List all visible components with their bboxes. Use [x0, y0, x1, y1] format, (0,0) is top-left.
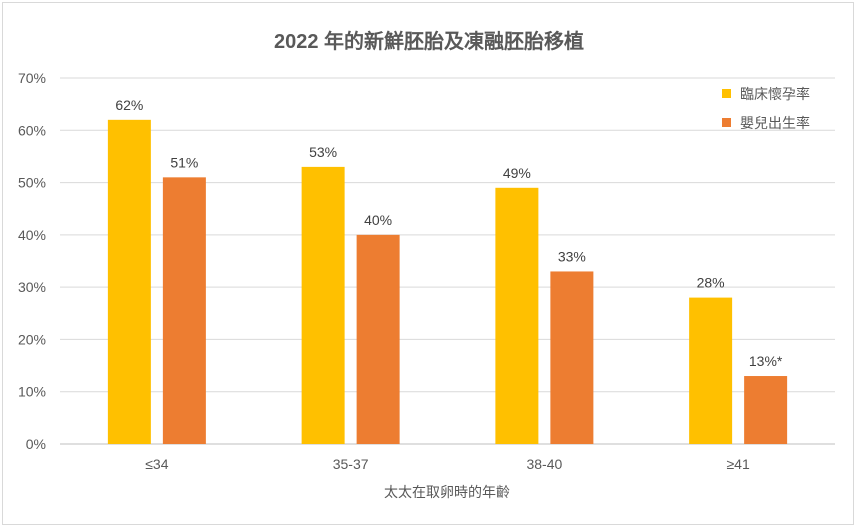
y-tick-label: 70% — [18, 70, 46, 86]
y-tick-label: 20% — [18, 331, 46, 347]
y-tick-label: 50% — [18, 175, 46, 191]
legend-swatch — [722, 118, 731, 127]
bar — [744, 376, 788, 444]
bar — [689, 297, 733, 444]
data-label: 13%* — [749, 353, 783, 369]
bar — [162, 177, 206, 445]
y-tick-label: 10% — [18, 384, 46, 400]
data-label: 53% — [309, 144, 337, 160]
bar — [301, 166, 345, 444]
data-label: 28% — [697, 275, 725, 291]
y-tick-label: 30% — [18, 279, 46, 295]
y-tick-label: 0% — [26, 436, 46, 452]
legend-label: 嬰兒出生率 — [740, 115, 810, 131]
data-label: 40% — [364, 212, 392, 228]
x-axis-ticks: ≤34 35-37 38-40 ≥41 — [145, 456, 750, 472]
bars: 62% 51% 53% 40% 49% 33% 28% 13%* — [107, 97, 788, 445]
x-tick-label: 38-40 — [526, 456, 562, 472]
x-tick-label: ≥41 — [726, 456, 749, 472]
legend-label: 臨床懷孕率 — [740, 86, 810, 102]
chart-title: 2022 年的新鮮胚胎及凍融胚胎移植 — [274, 29, 584, 53]
data-label: 62% — [115, 97, 143, 113]
data-label: 49% — [503, 165, 531, 181]
data-label: 33% — [558, 248, 586, 264]
legend-swatch — [722, 89, 731, 98]
bar — [356, 234, 400, 444]
x-axis-label: 太太在取卵時的年齡 — [384, 484, 510, 500]
y-axis-ticks: 0% 10% 20% 30% 40% 50% 60% 70% — [18, 70, 46, 452]
bar — [107, 119, 151, 444]
bar — [495, 187, 539, 445]
x-tick-label: ≤34 — [145, 456, 168, 472]
data-label: 51% — [170, 154, 198, 170]
y-tick-label: 40% — [18, 227, 46, 243]
y-tick-label: 60% — [18, 122, 46, 138]
x-tick-label: 35-37 — [333, 456, 369, 472]
bar — [550, 271, 594, 444]
